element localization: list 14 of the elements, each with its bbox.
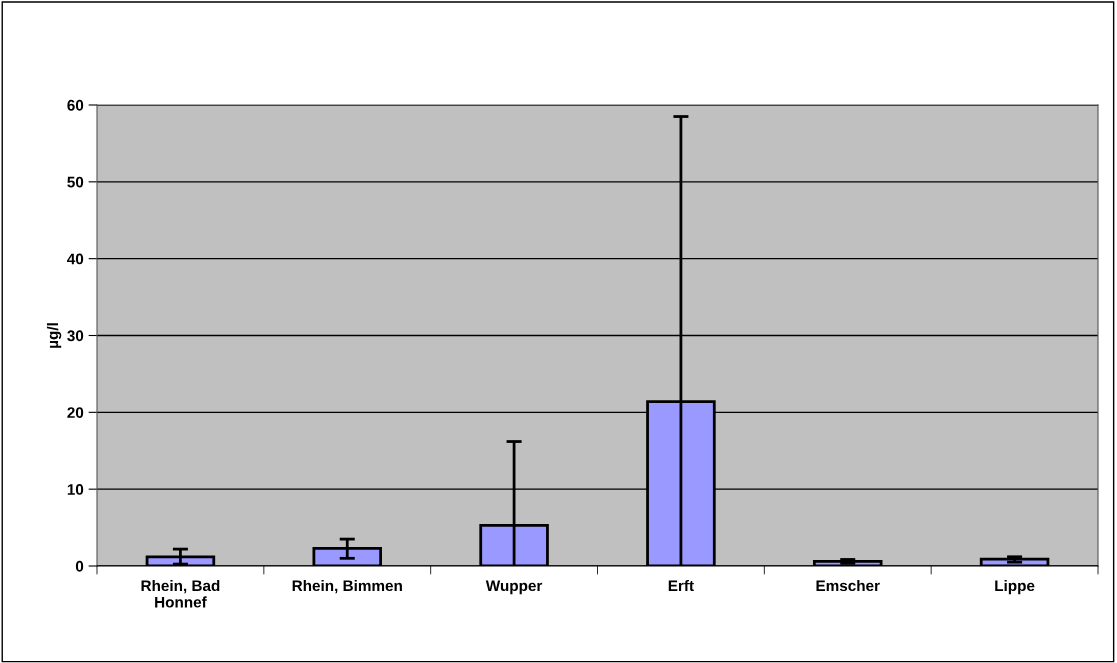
x-tick-label: Emscher — [816, 579, 880, 592]
y-tick-label: 40 — [67, 253, 84, 265]
x-tick-label: Wupper — [485, 580, 543, 595]
y-tick-label: 30 — [67, 330, 84, 342]
y-tick-label: 20 — [67, 407, 84, 419]
x-tick-label: Lippe — [995, 579, 1035, 595]
y-tick-label: 50 — [67, 176, 84, 188]
y-tick-label: 10 — [67, 484, 84, 495]
x-tick-label: Rhein, Bad Honnef — [141, 579, 220, 608]
y-axis-title: µg/l — [46, 323, 62, 348]
y-tick-label: 60 — [67, 99, 84, 111]
x-tick-label: Erft — [668, 579, 694, 592]
x-tick-label: Rhein, Bimmen — [292, 579, 402, 594]
y-tick-label: 0 — [75, 560, 84, 572]
